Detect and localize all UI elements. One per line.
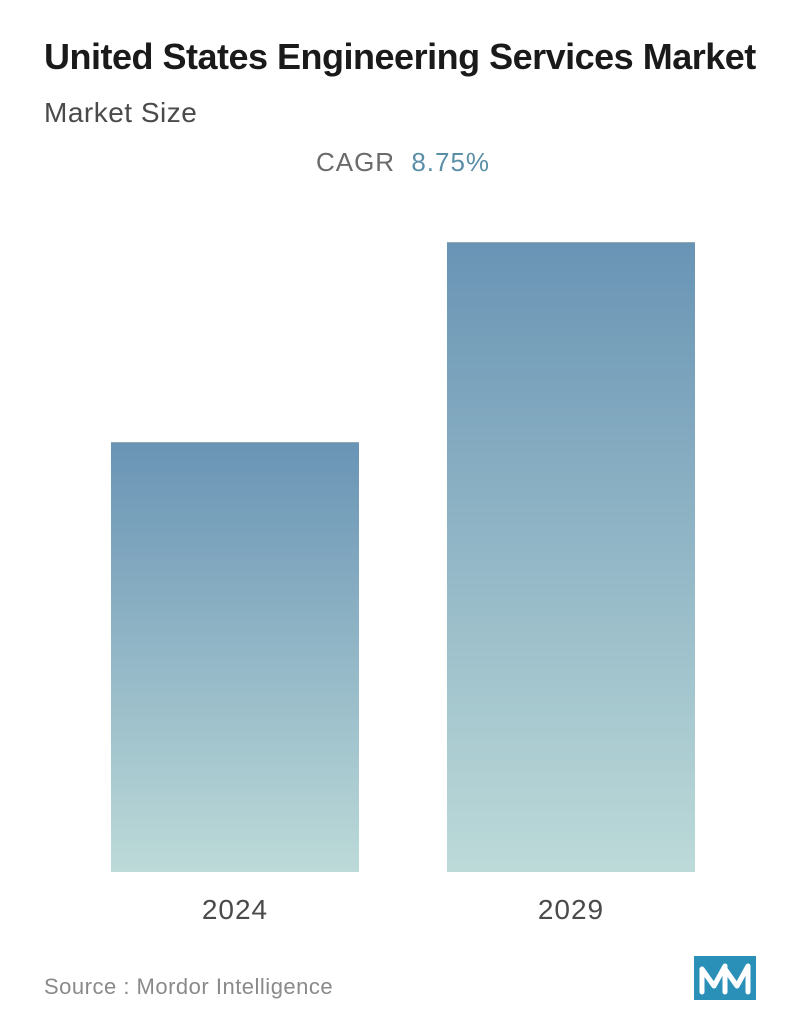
source-text: Source : Mordor Intelligence — [44, 974, 333, 1000]
chart-container: United States Engineering Services Marke… — [0, 0, 796, 1034]
mordor-logo-icon — [694, 956, 756, 1000]
cagr-label: CAGR — [316, 147, 395, 177]
chart-title: United States Engineering Services Marke… — [44, 34, 762, 79]
cagr-row: CAGR 8.75% — [44, 147, 762, 178]
bar-group-2029: 2029 — [447, 242, 695, 926]
footer: Source : Mordor Intelligence — [44, 956, 762, 1000]
bar-group-2024: 2024 — [111, 442, 359, 926]
bar-label-2024: 2024 — [202, 894, 268, 926]
bar-2029 — [447, 242, 695, 872]
bar-2024 — [111, 442, 359, 872]
chart-area: 2024 2029 — [44, 198, 762, 926]
bar-label-2029: 2029 — [538, 894, 604, 926]
cagr-value: 8.75% — [411, 147, 490, 177]
chart-subtitle: Market Size — [44, 97, 762, 129]
